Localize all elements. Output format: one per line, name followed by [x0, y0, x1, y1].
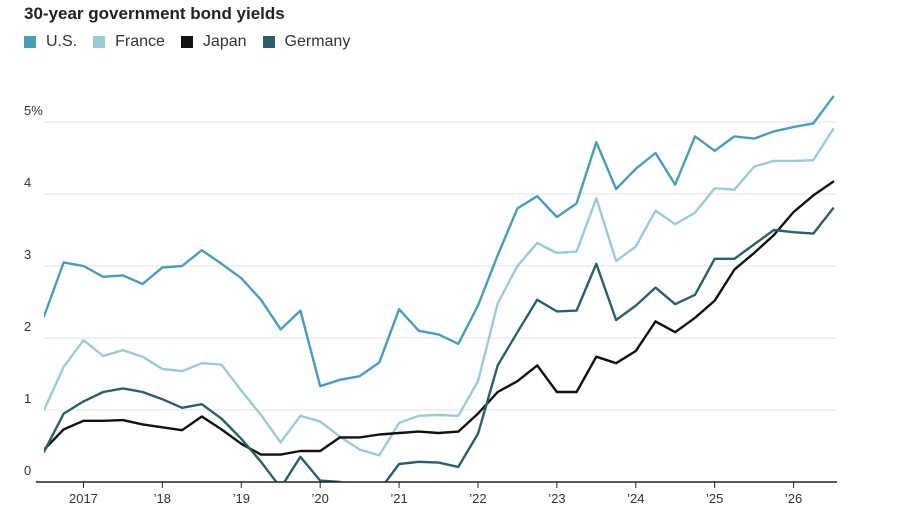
y-tick-label: 2	[24, 319, 31, 334]
legend-item-germany: Germany	[262, 33, 351, 51]
legend-swatch-japan	[180, 36, 193, 48]
x-tick-label: ’18	[154, 491, 171, 506]
y-tick-label: 0	[24, 463, 31, 478]
legend-label-germany: Germany	[284, 33, 351, 50]
y-tick-label: 5%	[24, 103, 43, 118]
gridlines	[44, 121, 837, 411]
x-axis-ticks: 2017 ’18 ’19 ’20 ’21 ’22 ’23 ’24 ’25 ’26	[69, 482, 802, 506]
series-line-germany	[44, 207, 835, 482]
y-tick-label: 3	[24, 247, 31, 262]
x-tick-label: ’25	[706, 491, 723, 506]
x-tick-label: ’20	[311, 491, 328, 506]
series-line-u-s	[44, 95, 835, 388]
legend-item-japan: Japan	[180, 33, 247, 51]
x-tick-label: ’21	[390, 491, 407, 506]
y-axis-ticks: 0 1 2 3 4 5%	[24, 103, 43, 478]
legend-swatch-germany	[262, 36, 275, 48]
chart-title: 30-year government bond yields	[24, 4, 285, 23]
x-tick-label: ’24	[627, 491, 644, 506]
legend: U.S. France Japan Germany	[24, 33, 366, 51]
x-tick-label: ’19	[233, 491, 250, 506]
legend-label-france: France	[115, 33, 165, 50]
x-tick-label: ’26	[785, 491, 802, 506]
legend-label-japan: Japan	[202, 33, 247, 50]
legend-item-france: France	[93, 33, 165, 51]
legend-swatch-france	[93, 36, 106, 48]
y-tick-label: 1	[24, 391, 31, 406]
legend-item-us: U.S.	[24, 33, 77, 51]
x-tick-label: ’22	[469, 491, 486, 506]
y-tick-label: 4	[24, 175, 31, 190]
series-line-japan	[44, 180, 835, 456]
x-tick-label: 2017	[69, 491, 98, 506]
legend-label-us: U.S.	[46, 33, 78, 50]
legend-swatch-us	[24, 36, 36, 48]
series-lines	[44, 95, 835, 482]
series-line-france	[44, 127, 835, 457]
x-tick-label: ’23	[548, 491, 565, 506]
